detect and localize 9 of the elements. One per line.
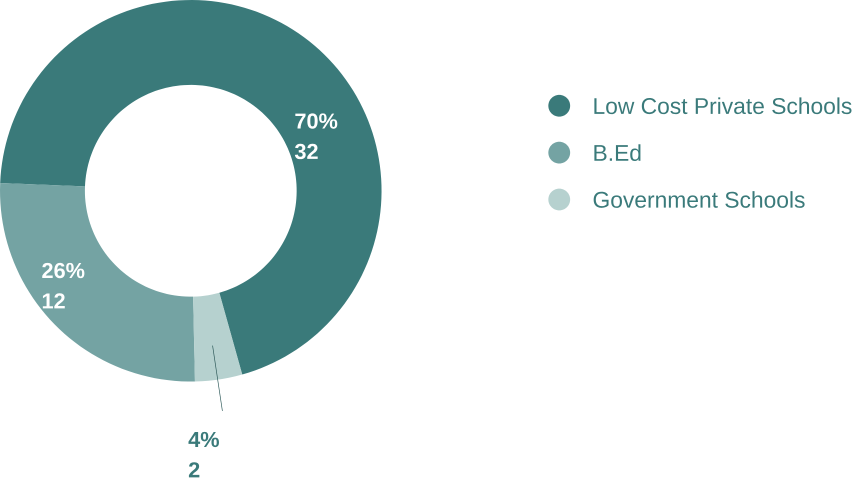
text: 32 <box>294 144 318 160</box>
legend-label: Low Cost Private Schools <box>594 97 852 114</box>
legend-label: B.Ed <box>594 144 640 162</box>
legend-label: Government Schools <box>594 191 805 208</box>
data-label: 4% <box>188 432 219 448</box>
data-label: 70% <box>295 113 338 129</box>
text: 2 <box>188 462 200 478</box>
data-label: 26% <box>42 262 84 278</box>
text: 12 <box>42 293 65 308</box>
